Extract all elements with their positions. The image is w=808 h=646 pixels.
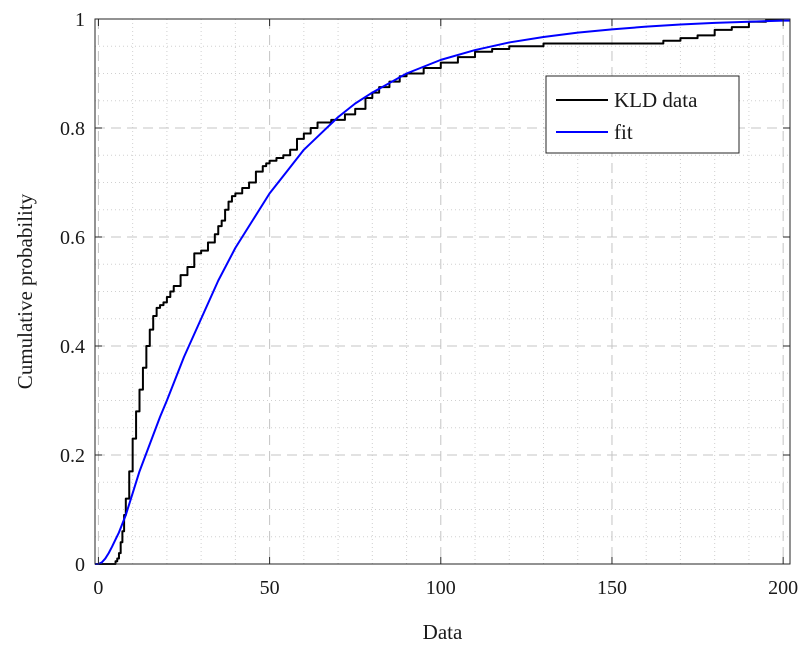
legend-label-fit: fit — [614, 120, 633, 144]
x-tick-label: 100 — [426, 577, 456, 599]
y-tick-label: 1 — [75, 9, 85, 31]
y-tick-label: 0 — [75, 554, 85, 576]
tick-labels: 0 50 100 150 200 0 0.2 0.4 0.6 0.8 1 — [60, 9, 798, 599]
x-tick-label: 0 — [93, 577, 103, 599]
y-tick-label: 0.4 — [60, 336, 85, 358]
kld-data-line — [98, 19, 785, 565]
ticks — [95, 18, 790, 565]
axes-box — [94, 18, 791, 565]
minor-grid — [95, 19, 790, 564]
x-axis-title: Data — [423, 620, 463, 644]
x-tick-label: 200 — [768, 577, 798, 599]
x-tick-label: 50 — [260, 577, 280, 599]
series-layer — [95, 19, 790, 565]
legend: KLD data fit — [545, 75, 740, 154]
y-tick-label: 0.8 — [60, 118, 85, 140]
fit-line — [95, 19, 790, 565]
x-tick-label: 150 — [597, 577, 627, 599]
y-tick-label: 0.6 — [60, 227, 85, 249]
y-tick-label: 0.2 — [60, 445, 85, 467]
legend-box — [545, 75, 740, 154]
y-axis-title: Cumulative probability — [13, 193, 37, 389]
legend-label-kld-data: KLD data — [614, 88, 698, 112]
